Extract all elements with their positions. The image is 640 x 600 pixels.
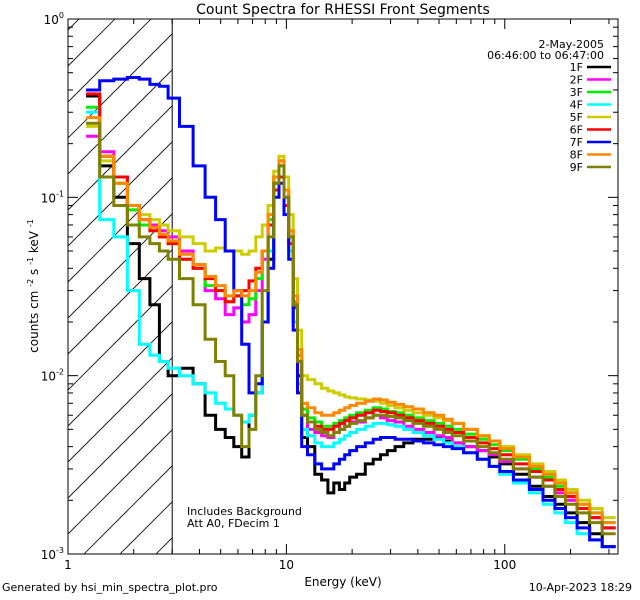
hatch-line xyxy=(68,105,173,211)
annotation-background: Includes Background xyxy=(187,505,302,518)
annotation-attenuator: Att A0, FDecim 1 xyxy=(187,517,280,530)
legend-label-9F: 9F xyxy=(570,161,583,174)
x-axis-label: Energy (keV) xyxy=(304,575,381,589)
hatch-line xyxy=(68,177,173,283)
y-axis-label: counts cm -2 s -1 keV -1 xyxy=(22,219,41,353)
hatch-line xyxy=(68,249,173,355)
footer-timestamp: 10-Apr-2023 18:29 xyxy=(528,581,632,594)
legend-label-6F: 6F xyxy=(570,124,583,137)
ylabel-exp-1: -2 xyxy=(26,279,35,287)
ylabel-part-1: counts cm xyxy=(27,291,41,353)
x-tick-label: 100 xyxy=(493,558,516,572)
hatch-line xyxy=(68,429,173,535)
legend-label-4F: 4F xyxy=(570,99,583,112)
x-tick-label: 10 xyxy=(279,558,294,572)
legend-label-2F: 2F xyxy=(570,74,583,87)
ylabel-exp-3: -1 xyxy=(26,219,35,227)
y-tick-label: 100 xyxy=(44,11,64,27)
hatch-line xyxy=(68,19,80,31)
series-line-7F xyxy=(86,76,616,549)
ylabel-part-2: s xyxy=(27,269,41,275)
hatch-line xyxy=(68,141,173,247)
series-line-9F xyxy=(86,121,616,536)
hatch-line xyxy=(68,69,173,175)
hatch-line xyxy=(68,213,173,319)
hatch-line xyxy=(68,393,173,499)
plot-frame xyxy=(67,18,619,555)
footer-generated-by: Generated by hsi_min_spectra_plot.pro xyxy=(2,581,218,594)
series-line-5F xyxy=(86,124,616,520)
legend-label-5F: 5F xyxy=(570,111,583,124)
ylabel-part-3: keV xyxy=(27,230,41,253)
date-label: 2-May-2005 xyxy=(539,38,604,51)
ylabel-exp-2: -1 xyxy=(26,257,35,265)
x-tick-label: 1 xyxy=(64,558,72,572)
y-tick-label: 10-1 xyxy=(41,189,64,205)
legend-label-8F: 8F xyxy=(570,149,583,162)
legend-label-1F: 1F xyxy=(570,61,583,74)
hatch-line xyxy=(155,537,173,554)
hatch-line xyxy=(83,465,173,554)
hatch-line xyxy=(68,285,173,391)
y-tick-label: 10-3 xyxy=(41,546,64,562)
y-tick-label: 10-2 xyxy=(41,368,64,384)
series-line-1F xyxy=(86,94,616,549)
hatch-line xyxy=(0,19,43,554)
hatch-line xyxy=(119,501,173,554)
series-line-8F xyxy=(86,116,616,525)
chart-title: Count Spectra for RHESSI Front Segments xyxy=(196,2,490,18)
series-line-3F xyxy=(86,105,616,525)
legend-label-3F: 3F xyxy=(570,86,583,99)
time-range-label: 06:46:00 to 06:47:00 xyxy=(487,49,604,62)
legend-label-7F: 7F xyxy=(570,136,583,149)
hatch-line xyxy=(68,19,116,67)
